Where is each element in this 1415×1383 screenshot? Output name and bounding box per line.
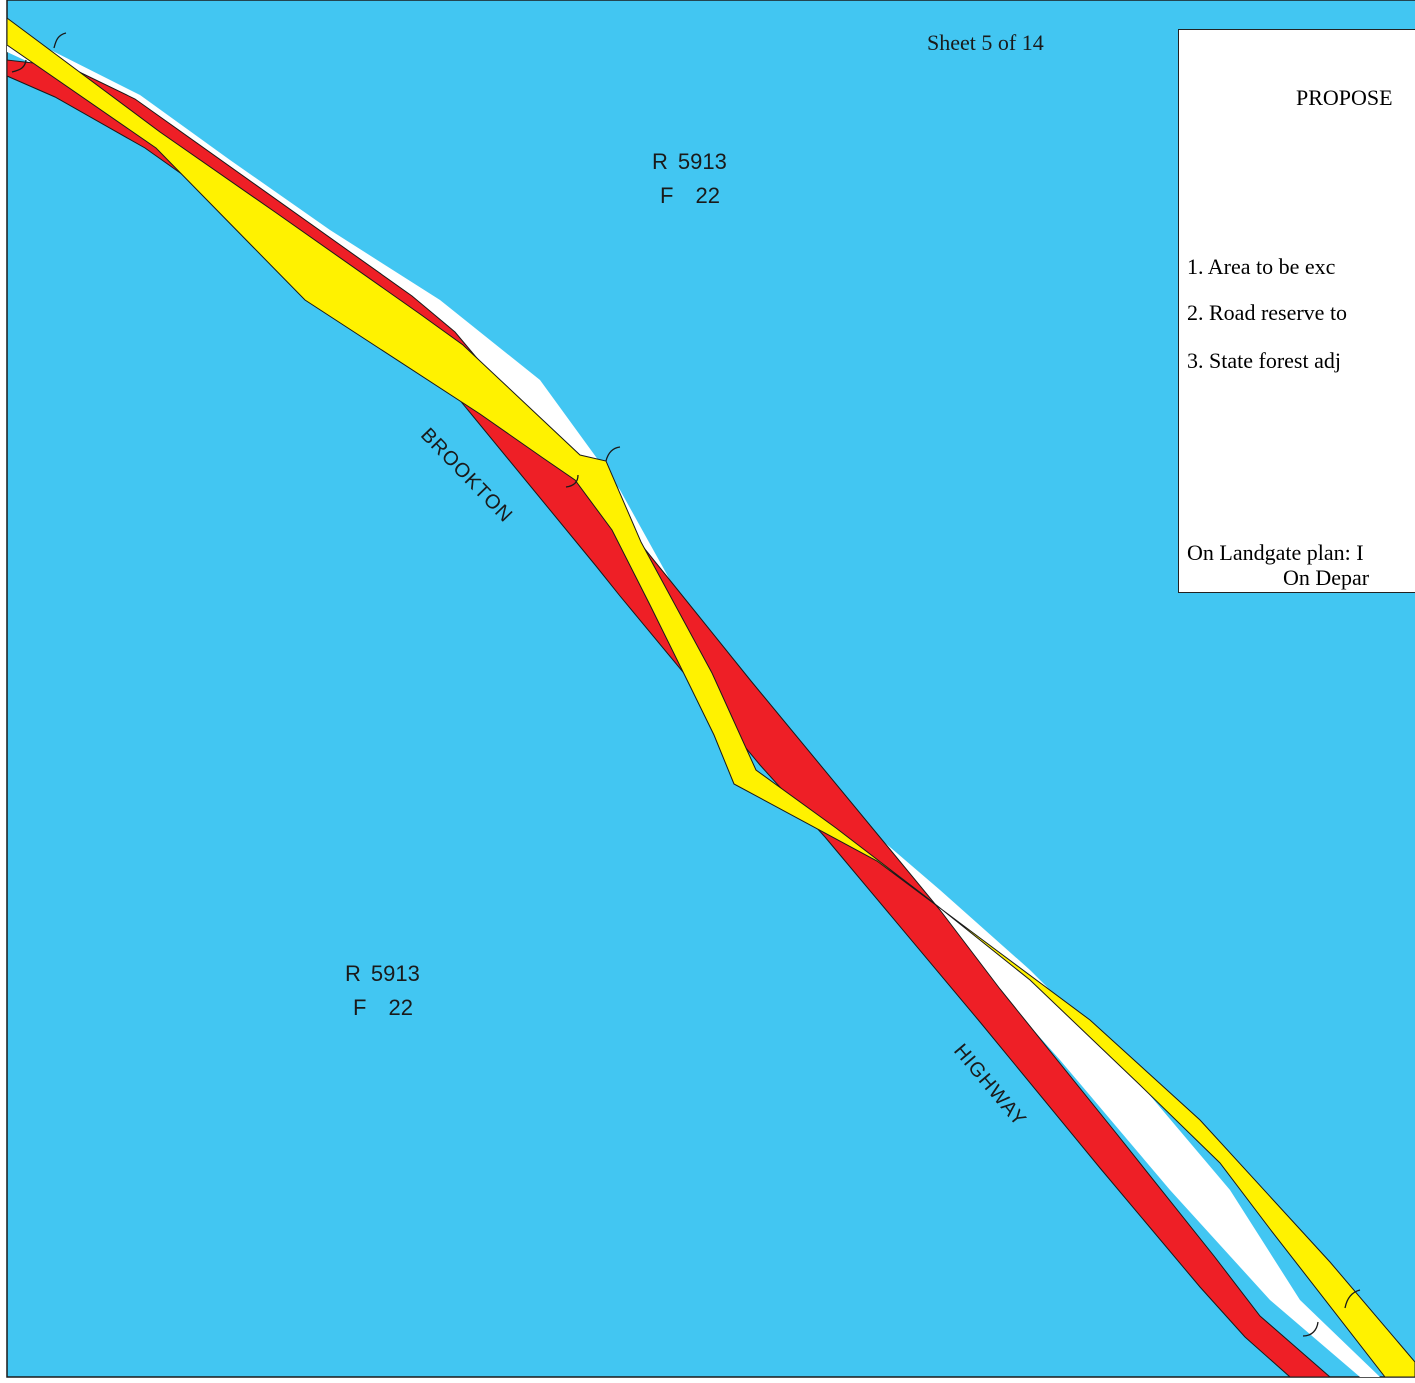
legend-landgate-plan: On Landgate plan: I	[1187, 540, 1364, 565]
reserve-number: 5913	[370, 961, 420, 986]
legend-box: PROPOSE 1. Area to be exc 2. Road reserv…	[1178, 29, 1415, 593]
legend-item-road-reserve: 2. Road reserve to	[1187, 300, 1348, 325]
forest-number: 22	[695, 183, 720, 208]
reserve-prefix: R	[345, 961, 361, 986]
boundary-tick-marks	[11, 32, 1361, 1337]
reserve-label-lower: R 5913 F 22	[345, 957, 420, 1025]
reserve-number: 5913	[677, 149, 727, 174]
forest-number: 22	[388, 995, 413, 1020]
road-reserve-strip	[6, 17, 1415, 1378]
forest-prefix: F	[353, 995, 367, 1020]
legend-item-excised: 1. Area to be exc	[1187, 254, 1336, 279]
existing-road-strip	[7, 28, 1380, 1377]
reserve-prefix: R	[652, 149, 668, 174]
break-tick	[53, 32, 67, 49]
forest-prefix: F	[660, 183, 674, 208]
break-tick	[1344, 1289, 1361, 1309]
legend-item-state-forest: 3. State forest adj	[1187, 348, 1341, 373]
legend-title: PROPOSE	[1296, 85, 1393, 110]
break-tick	[11, 59, 27, 73]
break-tick	[565, 474, 579, 488]
reserve-label-upper: R 5913 F 22	[652, 145, 727, 213]
sheet-number-label: Sheet 5 of 14	[927, 30, 1044, 55]
break-tick	[1302, 1321, 1319, 1337]
legend-department-plan: On Depar	[1283, 565, 1370, 590]
break-tick	[605, 446, 621, 462]
